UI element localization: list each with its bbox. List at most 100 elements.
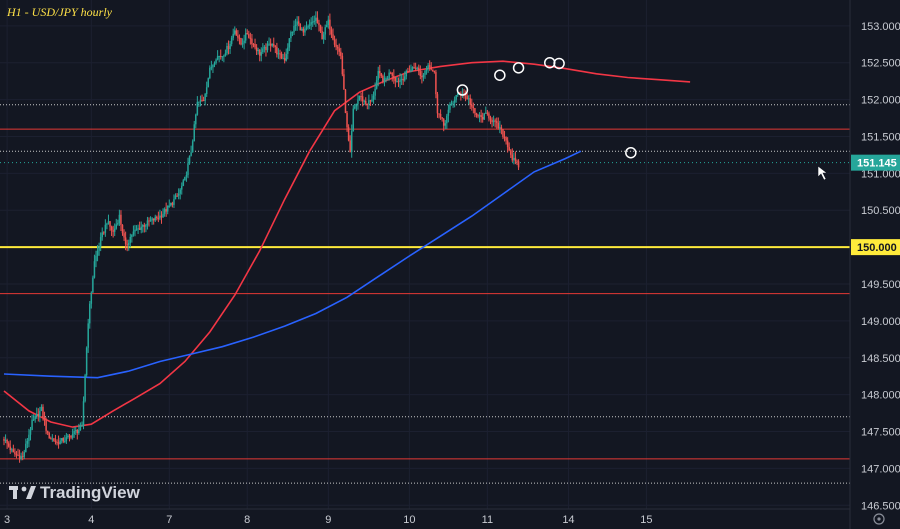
time-tick-label: 15 (640, 514, 652, 526)
swing-marker-1 (494, 69, 506, 81)
candle (382, 74, 384, 84)
time-axis[interactable]: 3 4 7 8 9 10 11 14 15 (0, 508, 850, 526)
candle (209, 65, 211, 80)
candle (240, 37, 242, 46)
candle (449, 102, 451, 113)
candle (422, 72, 425, 82)
candle (332, 28, 334, 41)
candle (159, 209, 161, 221)
candle (471, 98, 473, 111)
candle (444, 120, 447, 130)
candle (352, 105, 355, 132)
candle (48, 431, 50, 439)
candle (56, 439, 58, 446)
price-tick-label: 151.500 (861, 131, 900, 143)
candle (486, 109, 489, 116)
candles (3, 11, 520, 463)
candle (329, 13, 331, 36)
candle (131, 234, 133, 243)
candle (87, 318, 89, 353)
settings-icon[interactable] (873, 513, 885, 525)
candle (218, 55, 220, 63)
candle (53, 437, 55, 442)
candle (32, 414, 35, 422)
candle (57, 435, 60, 449)
candle (168, 199, 171, 208)
candle (299, 23, 302, 31)
candle (335, 38, 337, 51)
swing-marker-0 (456, 84, 469, 96)
candle (226, 42, 228, 56)
candle (372, 91, 375, 104)
candle (12, 444, 15, 453)
candle (138, 221, 141, 230)
candle (110, 225, 113, 237)
candle (513, 152, 515, 165)
tradingview-logo[interactable]: TradingView (9, 483, 141, 502)
candle (177, 188, 180, 200)
candle (293, 20, 295, 35)
candle (391, 72, 394, 82)
candle (474, 108, 476, 118)
candle (446, 113, 448, 130)
candle (357, 94, 359, 110)
candle (221, 55, 224, 62)
candle (212, 64, 214, 73)
candle (134, 224, 136, 237)
candle (127, 239, 130, 251)
candle (389, 71, 392, 75)
candle (371, 94, 373, 103)
candle (324, 24, 326, 40)
candle (101, 227, 103, 241)
candle (336, 44, 339, 55)
candle (386, 75, 389, 81)
candle (46, 430, 49, 436)
candle (467, 95, 470, 105)
candle (427, 63, 429, 73)
candle (191, 139, 194, 153)
candle (157, 211, 160, 223)
candle (123, 229, 125, 241)
candle (388, 69, 390, 81)
swing-marker-4 (553, 57, 565, 70)
candle (132, 225, 135, 237)
candle (50, 436, 52, 440)
level-150-text: 150.000 (857, 242, 897, 254)
candle (229, 40, 231, 54)
price-tick-label: 153.000 (861, 21, 900, 33)
candle (273, 37, 275, 48)
candle (408, 65, 411, 73)
candle (31, 414, 33, 431)
candle (45, 417, 47, 435)
candle (495, 117, 498, 129)
candle (438, 113, 440, 119)
candle (106, 222, 108, 230)
price-axis[interactable]: 153.000 152.500 152.000 151.500 151.000 150.5… (849, 0, 900, 529)
candle (321, 26, 323, 40)
candle (210, 60, 213, 71)
candle (505, 136, 507, 145)
candle (430, 62, 432, 71)
candle (152, 218, 155, 225)
candle (60, 438, 63, 444)
candle (173, 194, 175, 208)
candle (469, 94, 471, 110)
candle (185, 171, 188, 182)
candle (39, 406, 41, 423)
candle (403, 71, 406, 82)
candle (92, 275, 94, 293)
candle (149, 216, 152, 222)
candle (235, 28, 238, 36)
candle (439, 109, 442, 120)
tradingview-logo-icon (9, 486, 36, 499)
candle (377, 66, 379, 87)
price-tick-label: 152.500 (861, 58, 900, 70)
candle (115, 218, 118, 230)
tradingview-watermark: TradingView (40, 483, 141, 502)
candle (260, 47, 263, 62)
candle (170, 202, 172, 207)
candle (190, 145, 192, 157)
candle (137, 224, 139, 235)
candle (263, 45, 266, 53)
